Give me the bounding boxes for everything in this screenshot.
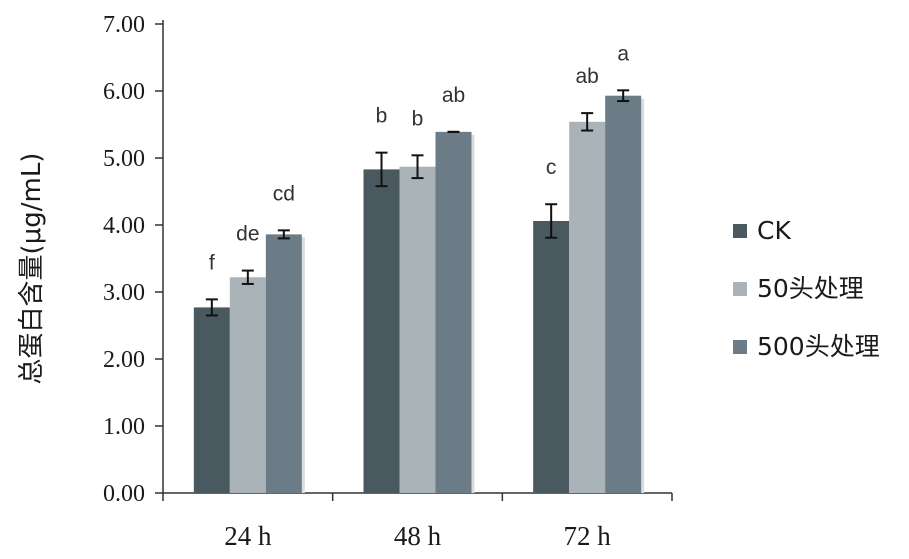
bar bbox=[399, 166, 436, 493]
bar bbox=[533, 220, 570, 494]
significance-label: b bbox=[376, 105, 388, 128]
y-tick-label: 2.00 bbox=[103, 347, 145, 373]
significance-label: a bbox=[617, 42, 629, 65]
bar bbox=[605, 95, 642, 493]
bar bbox=[193, 307, 230, 493]
bars bbox=[193, 95, 645, 494]
y-tick-label: 0.00 bbox=[103, 481, 145, 507]
legend-label: 500头处理 bbox=[757, 332, 880, 361]
significance-label: b bbox=[412, 107, 424, 130]
bar bbox=[363, 169, 400, 493]
y-axis: 0.00 1.00 2.00 3.00 4.00 5.00 6.00 7.00 bbox=[103, 12, 164, 507]
y-axis-label: 总蛋白含量(μg/mL) bbox=[17, 153, 47, 385]
y-tick-label: 5.00 bbox=[103, 146, 145, 172]
bar bbox=[229, 277, 266, 493]
significance-label: c bbox=[546, 156, 557, 179]
bar bbox=[265, 234, 302, 493]
y-tick-label: 7.00 bbox=[103, 12, 145, 38]
significance-label: de bbox=[236, 223, 259, 246]
y-tick-label: 3.00 bbox=[103, 280, 145, 306]
x-category-label: 48 h bbox=[394, 521, 442, 551]
legend-label: 50头处理 bbox=[757, 274, 864, 303]
legend-swatch bbox=[733, 282, 747, 296]
significance-label: f bbox=[209, 251, 215, 274]
significance-label: ab bbox=[442, 84, 465, 107]
x-category-label: 72 h bbox=[564, 521, 612, 551]
y-tick-label: 4.00 bbox=[103, 213, 145, 239]
x-axis: 24 h 48 h 72 h bbox=[162, 492, 673, 551]
significance-label: cd bbox=[273, 182, 295, 205]
y-tick-label: 6.00 bbox=[103, 79, 145, 105]
significance-label: ab bbox=[575, 65, 598, 88]
bar bbox=[435, 131, 472, 493]
legend: CK 50头处理 500头处理 bbox=[733, 216, 880, 361]
y-tick-label: 1.00 bbox=[103, 414, 145, 440]
legend-swatch bbox=[733, 340, 747, 354]
legend-swatch bbox=[733, 224, 747, 238]
error-bars bbox=[205, 89, 630, 317]
legend-label: CK bbox=[757, 216, 791, 245]
bar bbox=[569, 121, 606, 493]
x-category-label: 24 h bbox=[224, 521, 272, 551]
